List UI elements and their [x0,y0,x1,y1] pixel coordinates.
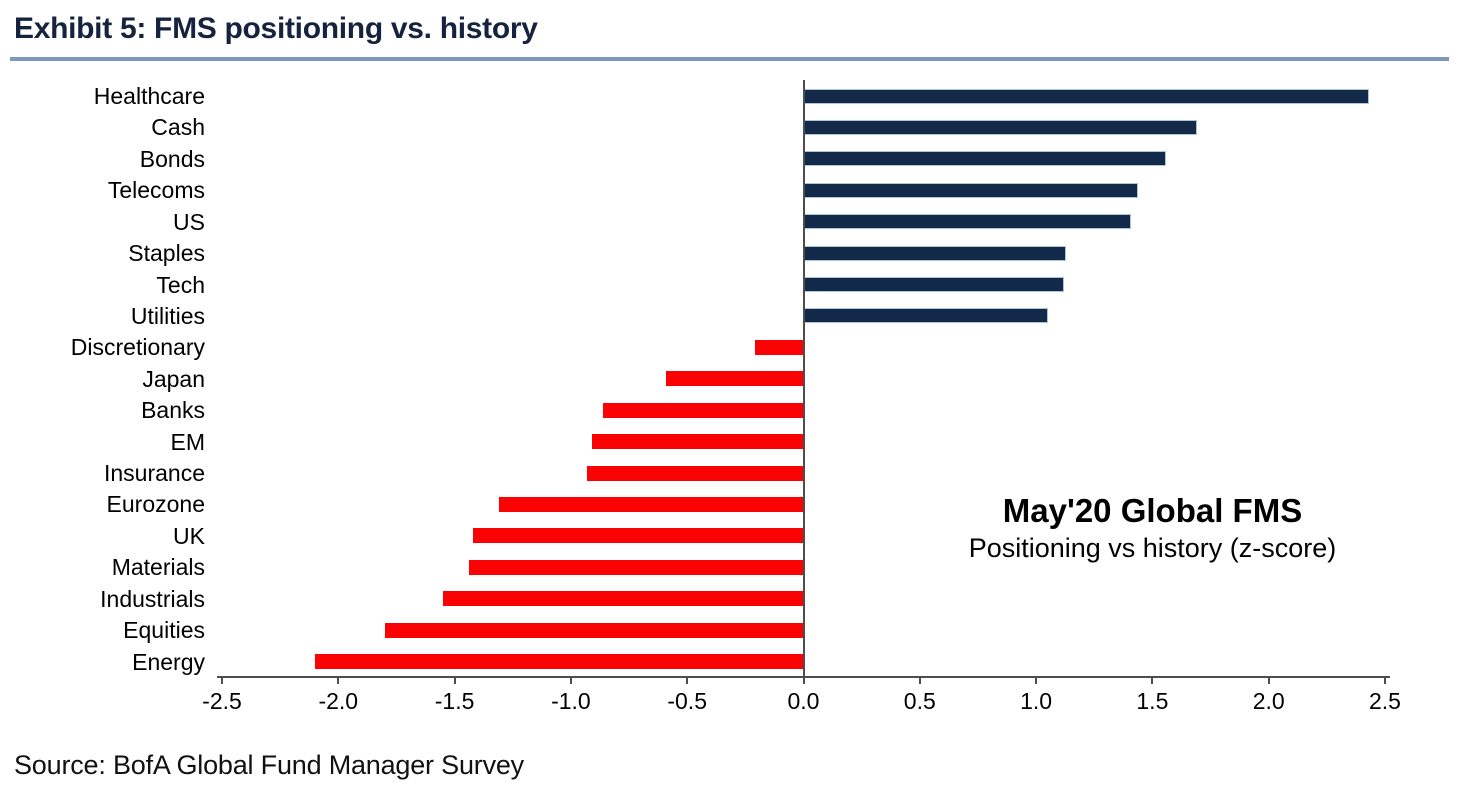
axis-tick-label: 0.0 [787,688,820,714]
axis-tick [453,676,456,684]
category-label: Bonds [139,145,205,172]
bar [468,559,804,575]
category-label: Equities [123,617,205,644]
bar [603,402,804,418]
bar [591,434,804,450]
axis-tick-label: 2.5 [1369,688,1401,714]
category-label: UK [173,522,205,549]
zero-axis-line [802,80,805,676]
bar [803,308,1048,324]
title-rule [10,57,1449,61]
axis-tick-label: -2.5 [202,688,242,714]
category-label: Healthcare [93,83,205,109]
bar [803,151,1167,167]
axis-tick-label: 0.5 [903,688,936,714]
axis-tick-label: -1.0 [551,688,591,714]
category-label: Energy [132,648,205,675]
category-label: Eurozone [106,491,205,518]
category-label: EM [170,428,206,455]
axis-tick-label: -1.5 [434,688,475,714]
bar [384,622,804,638]
axis-tick [1267,676,1270,684]
annotation-title: May'20 Global FMS [1002,492,1303,529]
axis-tick-label: -2.0 [318,688,359,714]
axis-tick-label: 1.5 [1136,688,1169,714]
category-label: Banks [141,397,205,424]
axis-tick [686,676,689,684]
axis-tick [569,676,572,684]
bar [803,88,1369,104]
axis-tick [1384,676,1386,684]
axis-tick [1151,676,1154,684]
chart-annotation: May'20 Global FMS Positioning vs history… [920,491,1385,565]
category-label: Materials [111,554,205,581]
axis-tick-label: 2.0 [1252,688,1285,714]
category-label: Japan [142,365,205,392]
category-label: Industrials [100,585,205,612]
bar [803,214,1132,230]
category-label: Tech [156,271,205,298]
category-label: Telecoms [107,177,205,204]
positioning-bar-chart: Healthcare Cash Bonds Telecoms US Staples Tech… [0,66,1459,726]
category-label: Utilities [130,302,205,329]
bar [803,119,1197,135]
axis-tick [918,676,921,684]
bar [754,339,804,355]
category-label: Cash [151,114,205,141]
bar [666,371,804,387]
axis-tick [802,676,805,684]
bar [315,654,804,670]
bar [473,528,804,544]
bar [803,277,1064,293]
source-note: Source: BofA Global Fund Manager Survey [14,750,524,780]
axis-tick [221,676,223,684]
exhibit-title: Exhibit 5: FMS positioning vs. history [14,12,538,45]
bar [442,591,804,607]
category-label: Insurance [103,460,205,487]
axis-tick [337,676,340,684]
bar [803,245,1067,261]
axis-tick-label: 1.0 [1020,688,1053,714]
axis-tick [1035,676,1038,684]
bar [803,182,1139,198]
category-label: Staples [128,240,205,267]
axis-tick-label: -0.5 [667,688,707,714]
annotation-subtitle: Positioning vs history (z-score) [968,533,1337,563]
bar [498,496,804,512]
category-label: Discretionary [70,334,205,361]
category-label: US [173,208,205,235]
bar [587,465,804,481]
